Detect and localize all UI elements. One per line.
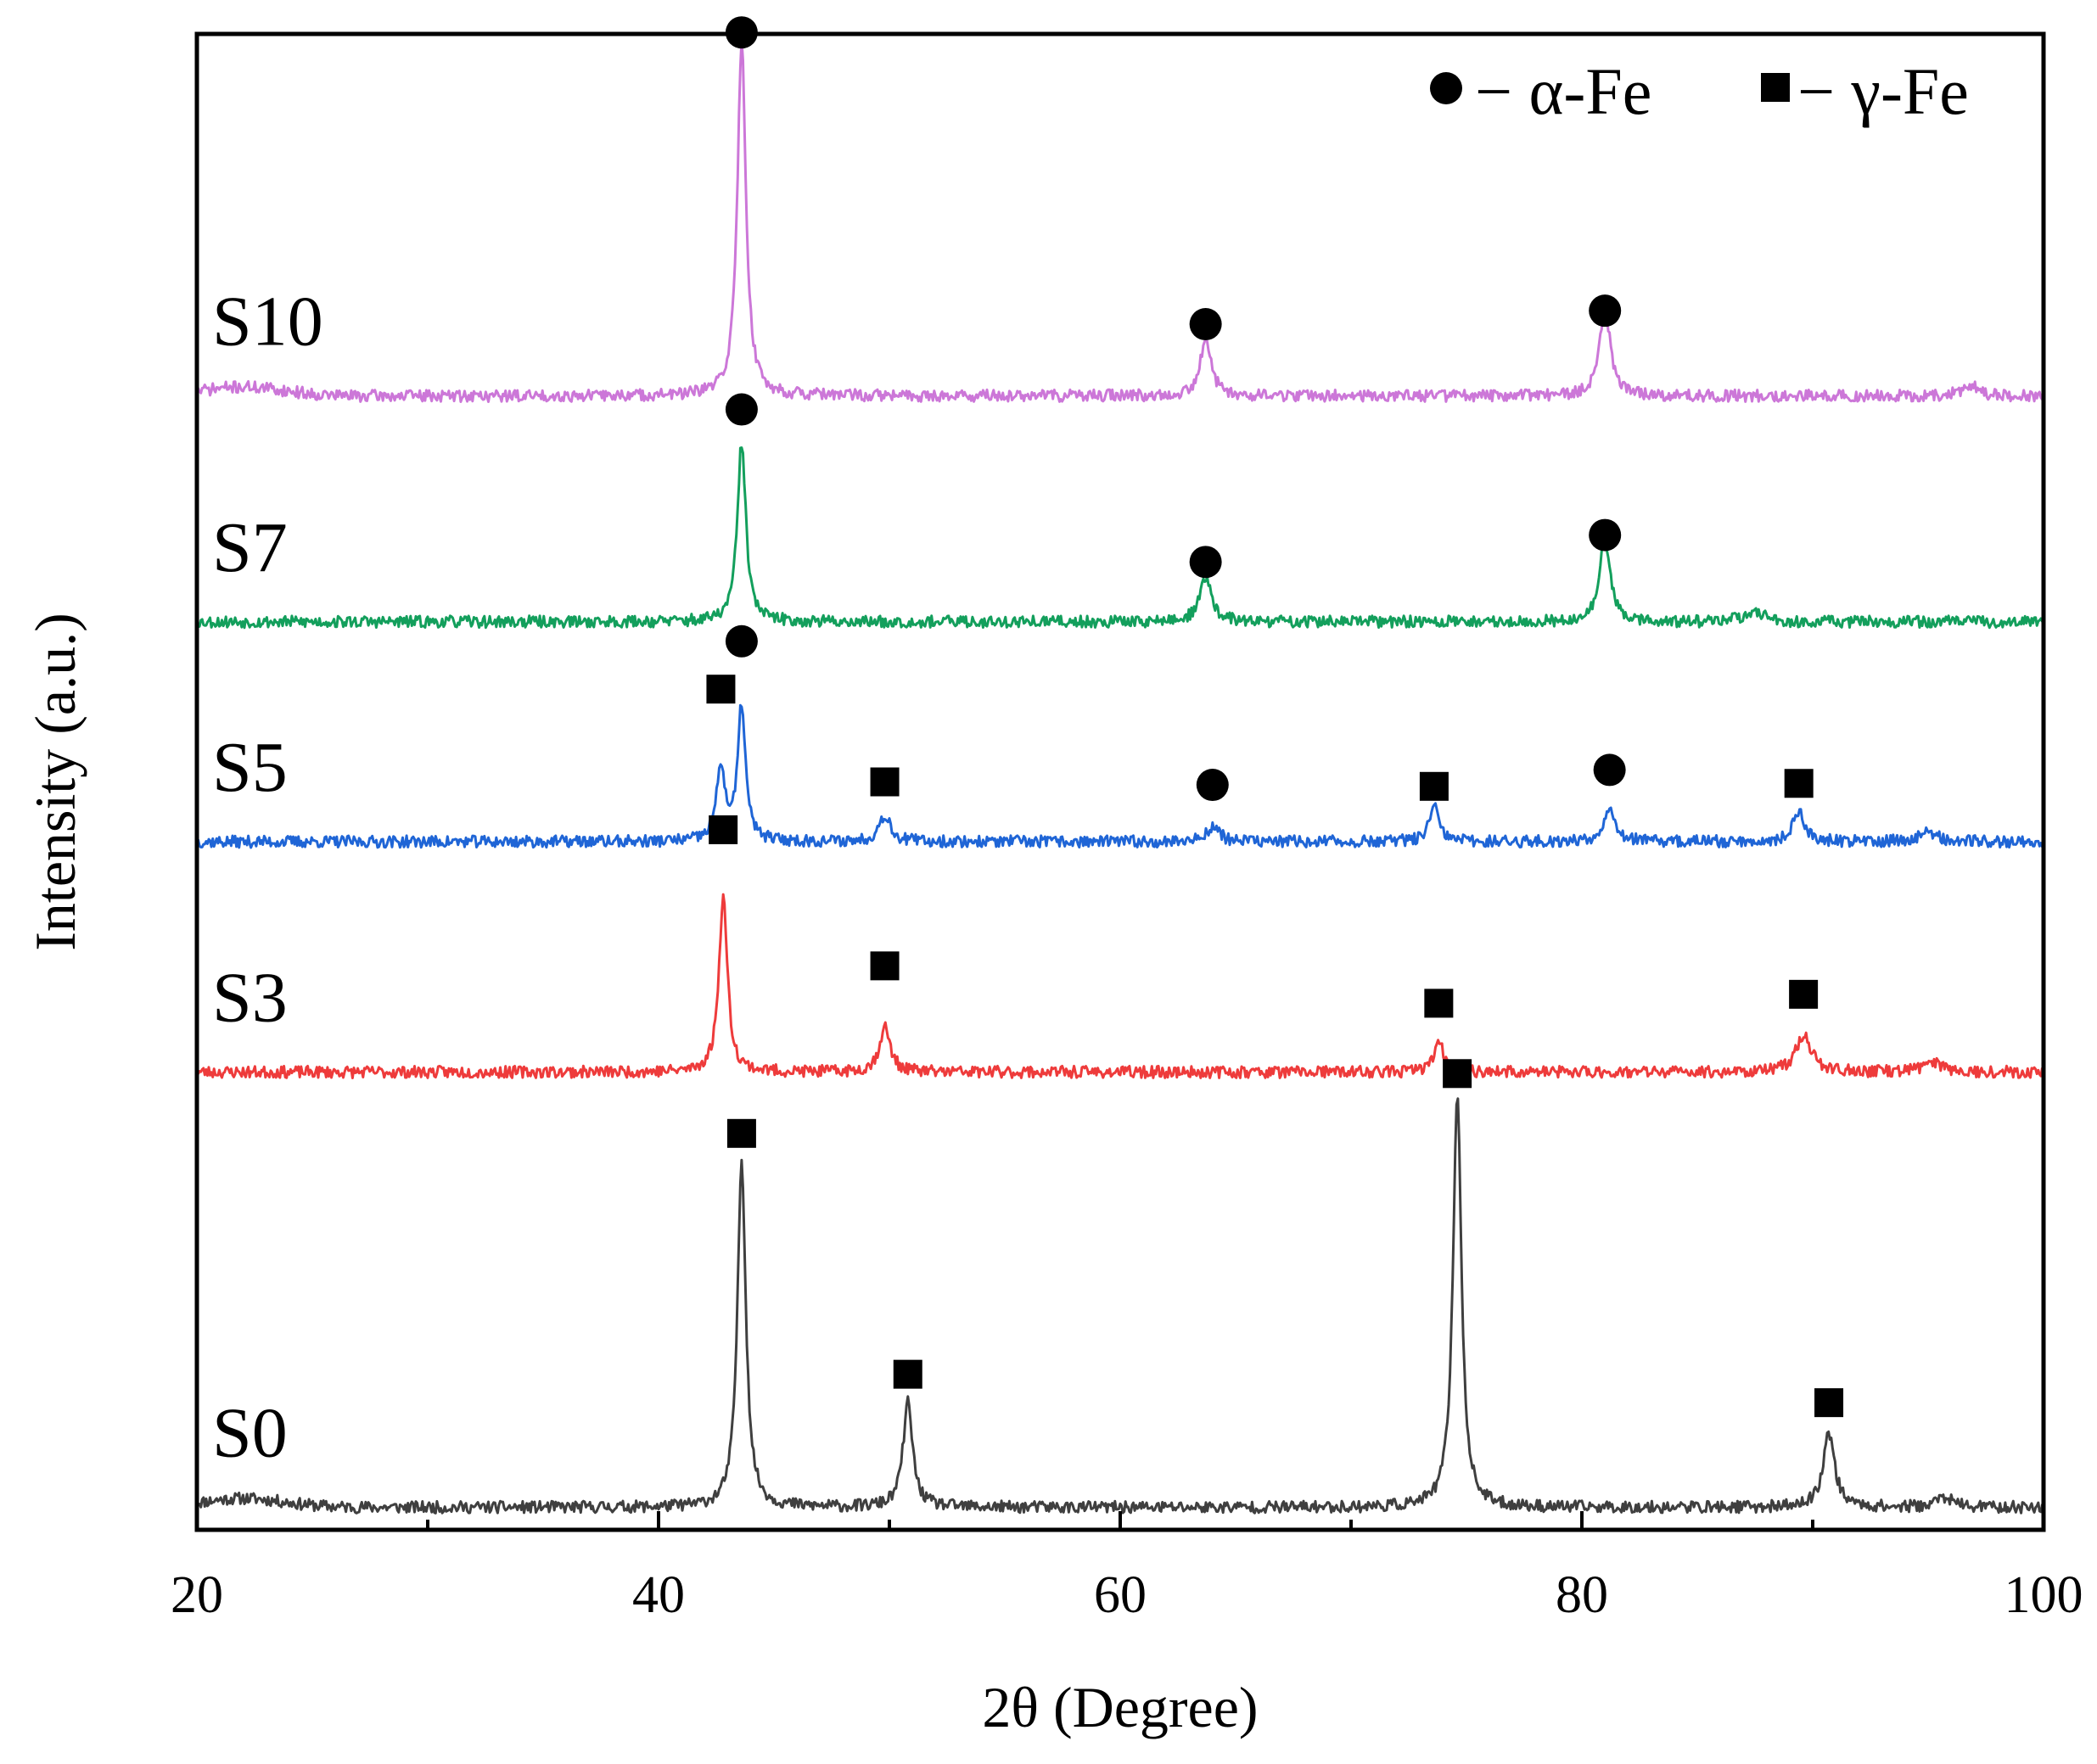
series-line-S3 (195, 893, 2045, 1079)
series-line-S7 (195, 446, 2045, 630)
gamma-fe-marker (1424, 988, 1454, 1018)
legend-alpha-label: − α-Fe (1475, 54, 1651, 128)
alpha-fe-marker (725, 393, 758, 426)
series-label-S10: S10 (212, 283, 323, 361)
legend-alpha-marker (1430, 72, 1462, 104)
x-tick-label: 100 (2004, 1566, 2083, 1624)
x-tick-label: 20 (171, 1566, 223, 1624)
series-labels: S0 S3 S5 S7 S10 (212, 283, 323, 1473)
series-line-S5 (195, 703, 2045, 849)
x-tick-label: 80 (1556, 1566, 1608, 1624)
series-label-S5: S5 (212, 728, 288, 807)
alpha-fe-marker (725, 624, 758, 658)
series-label-S7: S7 (212, 508, 288, 587)
series-label-S3: S3 (212, 959, 288, 1038)
legend-gamma-marker (1761, 73, 1790, 102)
gamma-fe-marker (1814, 1388, 1844, 1418)
gamma-fe-marker (1784, 769, 1814, 798)
x-axis-ticks: 20 40 60 80 100 (171, 1511, 2083, 1624)
gamma-fe-marker (1419, 771, 1449, 801)
alpha-fe-marker (1196, 769, 1229, 802)
plot-frame (194, 31, 2046, 1532)
gamma-fe-marker (1443, 1059, 1472, 1089)
alpha-fe-marker (1189, 308, 1222, 341)
alpha-fe-marker (1593, 753, 1626, 787)
alpha-fe-marker (1589, 518, 1622, 552)
y-axis-title: Intensity (a.u.) (23, 613, 87, 950)
phase-markers (706, 16, 1844, 1418)
x-tick-label: 40 (632, 1566, 685, 1624)
gamma-fe-marker (726, 1118, 756, 1148)
series-line-S0 (196, 1097, 2045, 1515)
series-label-S0: S0 (212, 1394, 288, 1473)
alpha-fe-marker (1189, 546, 1222, 579)
series-line-S10 (195, 37, 2045, 403)
gamma-fe-marker (1789, 979, 1819, 1009)
x-axis-title: 2θ (Degree) (982, 1675, 1258, 1739)
gamma-fe-marker (870, 767, 900, 797)
gamma-fe-marker (893, 1359, 922, 1389)
series-layer (195, 37, 2045, 1515)
gamma-fe-marker (706, 675, 736, 704)
legend: − α-Fe − γ-Fe (1430, 54, 1969, 128)
legend-gamma-label: − γ-Fe (1797, 54, 1969, 128)
alpha-fe-marker (1589, 294, 1622, 328)
gamma-fe-marker (709, 815, 738, 844)
gamma-fe-marker (870, 951, 900, 981)
x-tick-label: 60 (1094, 1566, 1147, 1624)
